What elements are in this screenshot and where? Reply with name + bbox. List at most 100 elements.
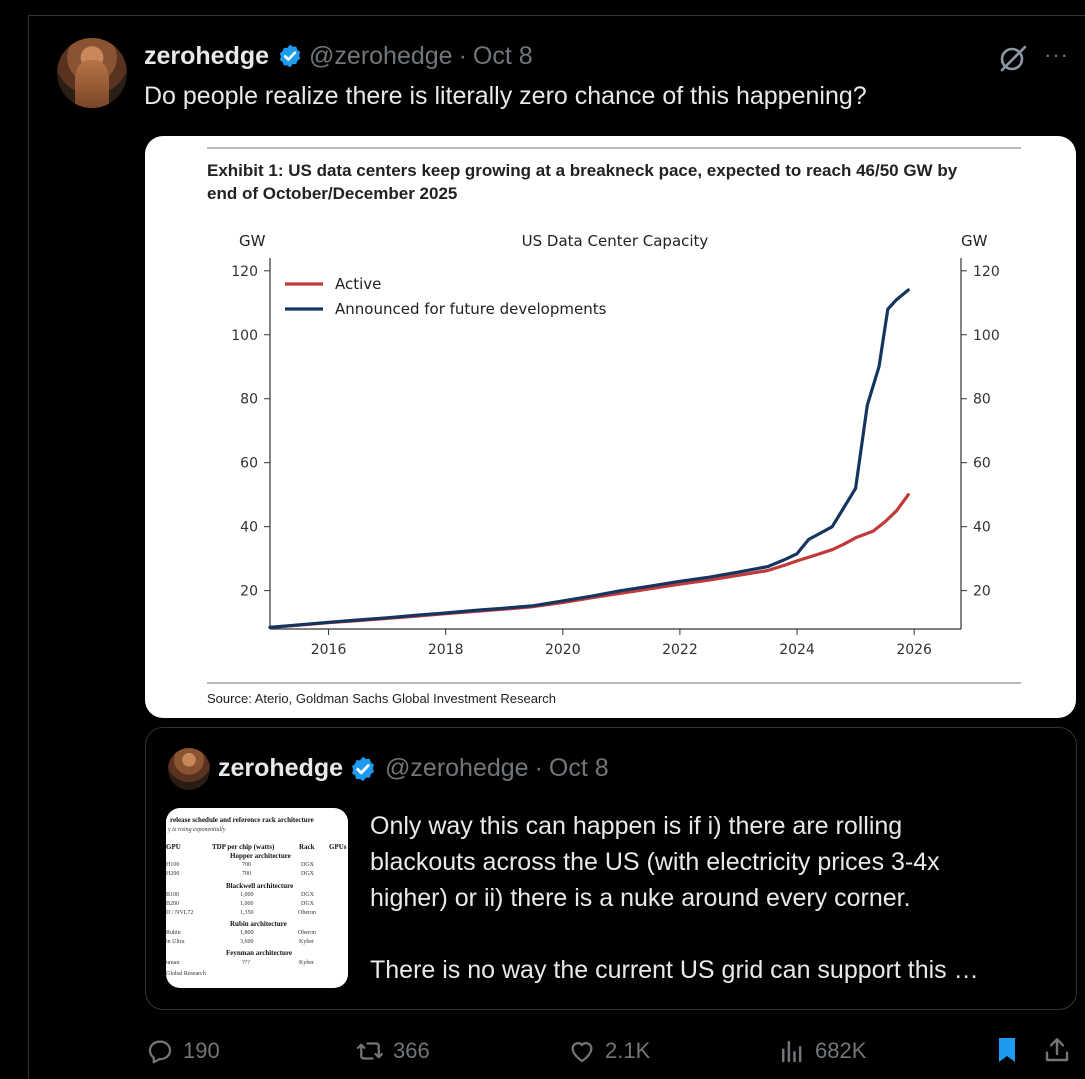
thumb-row-tdp: 1,000 — [240, 901, 254, 907]
y-tick-label-right: 80 — [973, 392, 991, 408]
left-divider — [28, 15, 29, 1079]
avatar[interactable] — [57, 38, 127, 108]
like-icon — [571, 1042, 593, 1063]
x-tick-label: 2022 — [662, 642, 698, 658]
thumb-row-gpu: nman — [166, 960, 180, 966]
thumb-section-blackwell: Blackwell architecture — [226, 882, 294, 890]
thumb-row-rack: DGX — [301, 892, 314, 898]
y-tick-label-left: 80 — [240, 392, 258, 408]
thumb-title: release schedule and reference rack arch… — [170, 816, 314, 824]
separator-dot: · — [534, 754, 543, 782]
y-tick-label-right: 20 — [973, 584, 991, 600]
action-bar: 190 366 2.1K 682K — [145, 1030, 1075, 1070]
quoted-text-line: Only way this can happen is if i) there … — [370, 812, 903, 840]
top-divider — [28, 15, 1085, 16]
y-tick-label-right: 120 — [973, 264, 1000, 280]
x-tick-label: 2016 — [311, 642, 347, 658]
thumb-row-tdp: 700 — [242, 862, 251, 868]
x-tick-label: 2026 — [896, 642, 932, 658]
thumb-col-rack: Rack — [299, 843, 315, 851]
chart-svg: Exhibit 1: US data centers keep growing … — [207, 147, 1021, 706]
thumb-row-gpu: in Ultra — [166, 939, 185, 945]
repost-button[interactable]: 366 — [355, 1036, 430, 1066]
x-tick-label: 2024 — [779, 642, 815, 658]
thumb-col-gpus: GPUs — [329, 843, 347, 851]
y-axis-label-left: GW — [239, 232, 266, 250]
x-tick-label: 2020 — [545, 642, 581, 658]
quoted-post[interactable]: zerohedge @zerohedge · Oct 8 release sch… — [145, 727, 1077, 1010]
thumb-row-gpu: H100 — [166, 862, 180, 868]
chart-image[interactable]: Exhibit 1: US data centers keep growing … — [145, 136, 1076, 718]
thumb-row-gpu: H200 — [166, 871, 180, 877]
thumb-subtitle: y is rising exponentially — [168, 827, 226, 833]
post-date[interactable]: Oct 8 — [472, 41, 533, 70]
thumb-section-feynman: Feynman architecture — [226, 949, 293, 957]
thumb-row-tdp: ??? — [242, 960, 250, 966]
y-axis-label-right: GW — [961, 232, 988, 250]
verified-badge-icon — [279, 44, 301, 68]
series-line-announced — [268, 288, 910, 629]
thumb-row-rack: DGX — [301, 901, 314, 907]
post-header: zerohedge @zerohedge · Oct 8 — [144, 40, 533, 72]
author-name[interactable]: zerohedge — [144, 41, 270, 70]
quoted-author-handle[interactable]: @zerohedge — [385, 754, 529, 782]
like-count: 2.1K — [605, 1038, 651, 1063]
y-tick-label-left: 60 — [240, 456, 258, 472]
y-tick-label-right: 100 — [973, 328, 1000, 344]
reply-count: 190 — [183, 1038, 220, 1063]
thumb-row-gpu: B200 — [166, 901, 180, 907]
thumb-row-tdp: 1,350 — [240, 910, 254, 916]
y-tick-label-left: 20 — [240, 584, 258, 600]
y-tick-label-right: 40 — [973, 520, 991, 536]
thumb-row-rack: DGX — [301, 862, 314, 868]
grok-icon[interactable] — [998, 43, 1028, 73]
quoted-text-line: higher) or ii) there is a nuke around ev… — [370, 884, 911, 912]
thumb-row-tdp: 1,800 — [240, 930, 254, 936]
reply-button[interactable]: 190 — [145, 1036, 220, 1066]
thumb-section-rubin: Rubin architecture — [230, 920, 287, 928]
quoted-text-line: blackouts across the US (with electricit… — [370, 848, 940, 876]
separator-dot: · — [458, 41, 467, 70]
thumb-row-rack: Oberon — [298, 930, 316, 936]
views-button[interactable]: 682K — [777, 1036, 866, 1066]
thumb-row-gpu: D / NVL72 — [166, 910, 194, 916]
repost-icon — [357, 1042, 383, 1060]
thumb-row-tdp: 1,000 — [240, 892, 254, 898]
series-line-active — [268, 493, 910, 629]
repost-count: 366 — [393, 1038, 430, 1063]
quoted-date[interactable]: Oct 8 — [548, 754, 609, 782]
thumb-section-hopper: Hopper architecture — [230, 852, 291, 860]
thumb-row-tdp: 700 — [242, 871, 251, 877]
y-tick-label-right: 60 — [973, 456, 991, 472]
chart-source: Source: Aterio, Goldman Sachs Global Inv… — [207, 691, 556, 706]
thumb-row-rack: Kyber — [299, 939, 314, 945]
like-button[interactable]: 2.1K — [567, 1036, 650, 1066]
thumb-row-rack: Kyber — [299, 960, 314, 966]
y-tick-label-left: 40 — [240, 520, 258, 536]
quoted-thumbnail[interactable]: release schedule and reference rack arch… — [166, 808, 348, 988]
thumb-row-gpu: B100 — [166, 892, 180, 898]
legend-label: Active — [335, 275, 381, 293]
reply-icon — [148, 1040, 172, 1064]
exhibit-title-line2: end of October/December 2025 — [207, 184, 457, 203]
bookmark-icon[interactable] — [991, 1034, 1023, 1066]
quoted-text: Only way this can happen is if i) there … — [370, 808, 1060, 988]
quoted-header: zerohedge @zerohedge · Oct 8 — [218, 754, 609, 783]
thumb-footer: Global Research — [166, 971, 206, 977]
y-tick-label-left: 120 — [231, 264, 258, 280]
post-text: Do people realize there is literally zer… — [144, 82, 867, 110]
quoted-avatar[interactable] — [168, 748, 210, 790]
quoted-author-name[interactable]: zerohedge — [218, 754, 344, 782]
share-icon[interactable] — [1041, 1034, 1073, 1066]
more-icon[interactable]: ··· — [1044, 42, 1069, 67]
verified-badge-icon — [352, 756, 374, 781]
thumb-row-tdp: 3,600 — [240, 939, 254, 945]
thumb-row-rack: Oberon — [298, 910, 316, 916]
author-handle[interactable]: @zerohedge — [309, 41, 453, 70]
views-icon — [782, 1041, 802, 1063]
chart-title: US Data Center Capacity — [522, 232, 709, 250]
thumb-col-gpu: GPU — [166, 843, 181, 851]
thumb-row-gpu: Rubin — [166, 930, 181, 936]
thumb-col-tdp: TDP per chip (watts) — [212, 843, 275, 851]
